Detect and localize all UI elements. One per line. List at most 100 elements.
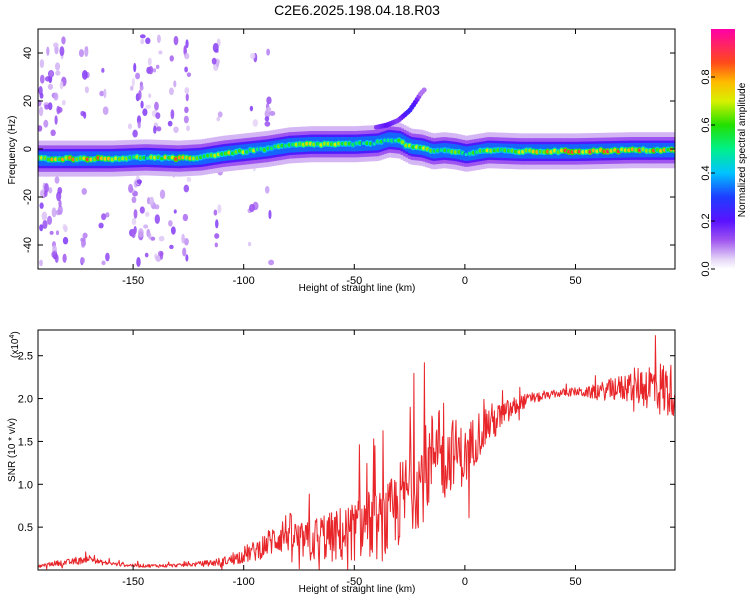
snr-panel: -150 -100 -50 0 50 0.5 1.0 1.5 2.0 2.5 Height of …: [7, 329, 676, 595]
spectrogram-noise-blob: [147, 57, 152, 66]
spectrogram-noise-blob: [101, 67, 105, 73]
spectrogram-noise-blob: [54, 176, 60, 184]
spectrogram-noise-blob: [57, 205, 63, 215]
spectrogram-noise-blob: [155, 112, 161, 119]
snr-x-axis-label: Height of straight line (km): [299, 584, 416, 595]
spectrogram-noise-blob: [131, 77, 135, 87]
spectrogram-noise-blob: [58, 199, 62, 208]
colorbar-ticks: 0.0 0.2 0.4 0.6 0.8: [700, 69, 715, 277]
spectrogram-noise-blob: [133, 209, 138, 219]
spectrogram-noise-blob: [54, 62, 61, 71]
spectrogram-noise-blob: [184, 87, 190, 94]
spectrogram-noise-blob: [217, 111, 223, 118]
spectrogram-noise-blob: [154, 204, 160, 210]
spectrogram-noise-blob: [59, 46, 65, 57]
spectrogram-noise-blob: [181, 233, 185, 244]
spectrogram-noise-blob: [248, 241, 252, 247]
snr-x-tick-label: -50: [346, 576, 362, 588]
spectrogram-noise-blob: [45, 76, 51, 82]
svg-text:(x104): (x104): [9, 331, 21, 358]
spectrogram-noise-blob: [168, 220, 173, 227]
spectrogram-noise-blob: [153, 125, 157, 134]
spectrogram-noise-blob: [214, 233, 220, 239]
spectrogram-x-tick-label: -100: [233, 275, 255, 287]
spectrogram-noise-blob: [39, 59, 45, 69]
spectrogram-noise-blob: [268, 259, 275, 266]
spectrogram-noise-blob: [148, 232, 152, 240]
spectrogram-noise-blob: [61, 99, 66, 106]
spectrogram-noise-blob: [182, 213, 189, 222]
spectrogram-noise-blob: [63, 225, 68, 233]
spectrogram-noise-blob: [142, 108, 148, 116]
spectrogram-noise-blob: [62, 253, 67, 263]
spectrogram-noise-blob: [137, 121, 141, 129]
spectrogram-noise-blob: [215, 61, 220, 68]
spectrogram-noise-blob: [39, 189, 46, 198]
spectrogram-noise-blob: [183, 45, 187, 55]
snr-y-tick-label: 1.0: [18, 479, 33, 491]
spectrogram-noise-blob: [265, 107, 272, 113]
spectrogram-noise-blob: [139, 34, 146, 39]
spectrogram-noise-blob: [133, 62, 137, 73]
colorbar-tick-label: 0.6: [700, 117, 712, 132]
snr-x-tick-label: -100: [233, 576, 255, 588]
spectrogram-noise-blob: [102, 106, 109, 115]
spectrogram-x-tick-label: 50: [569, 275, 581, 287]
spectrogram-noise-blob: [38, 125, 43, 132]
spectrogram-x-tick-label: 0: [462, 275, 468, 287]
snr-y-tick-label: 0.5: [18, 522, 33, 534]
spectrogram-noise-blob: [216, 116, 221, 122]
snr-multiplier-exponent: 4: [9, 335, 16, 339]
spectrogram-noise-blob: [186, 72, 192, 78]
spectrogram-noise-blob: [183, 237, 189, 246]
spectrogram-noise-blob: [184, 66, 188, 73]
spectrogram-noise-blob: [131, 217, 137, 226]
spectrogram-noise-blob: [145, 37, 151, 45]
spectrogram-noise-blob: [82, 232, 88, 239]
spectrogram-noise-blob: [138, 89, 142, 100]
spectrogram-noise-blob: [105, 212, 110, 218]
spectrogram-noise-blob: [145, 104, 151, 109]
spectrogram-noise-blob: [167, 120, 173, 127]
spectrogram-noise-blob: [215, 219, 219, 229]
snr-y-tick-label: 1.5: [18, 436, 33, 448]
spectrogram-noise-blob: [185, 93, 189, 102]
spectrogram-noise-blob: [185, 39, 189, 49]
spectrogram-noise-blob: [131, 196, 137, 204]
spectrogram-noise-blob: [46, 46, 50, 56]
spectrogram-noise-blob: [43, 119, 49, 128]
spectrogram-branch-blob: [421, 87, 427, 93]
spectrogram-y-tick-label: 40: [22, 47, 34, 59]
spectrogram-noise-blob: [61, 36, 66, 45]
spectrogram-noise-blob: [57, 186, 63, 195]
spectrogram-noise-blob: [39, 259, 43, 267]
spectrogram-noise-blob: [173, 35, 179, 46]
spectrogram-noise-blob: [53, 92, 59, 101]
spectrogram-noise-blob: [135, 72, 141, 80]
spectrogram-noise-blob: [101, 213, 107, 221]
spectrogram-noise-blob: [173, 80, 177, 88]
spectrogram-noise-blob: [53, 42, 59, 48]
spectrogram-noise-blob: [84, 86, 89, 94]
spectrogram-ridge-core: [372, 142, 376, 146]
spectrogram-noise-blob: [158, 235, 165, 242]
snr-multiplier-close: ): [10, 331, 21, 334]
snr-y-tick-label: 2.5: [18, 351, 33, 363]
spectrogram-noise-blob: [249, 203, 255, 213]
spectrogram-noise-blob: [131, 228, 136, 239]
colorbar-gradient: [711, 29, 735, 269]
spectrogram-noise-blob: [159, 251, 164, 260]
spectrogram-noise-blob: [154, 214, 160, 224]
spectrogram-noise-blob: [57, 106, 63, 113]
spectrogram-noise-blob: [103, 88, 107, 99]
spectrogram-noise-blob: [140, 38, 145, 45]
spectrogram-noise-blob: [148, 93, 152, 98]
spectrogram-noise-blob: [150, 236, 156, 241]
spectrogram-noise-blob: [139, 84, 144, 91]
spectrogram-noise-blob: [213, 209, 218, 216]
colorbar-tick-label: 0.8: [700, 69, 712, 84]
spectrogram-noise-blob: [128, 183, 134, 193]
spectrogram-noise-blob: [269, 110, 276, 116]
spectrogram-y-tick-label: 0: [22, 146, 34, 152]
spectrogram-noise-blob: [217, 204, 222, 214]
